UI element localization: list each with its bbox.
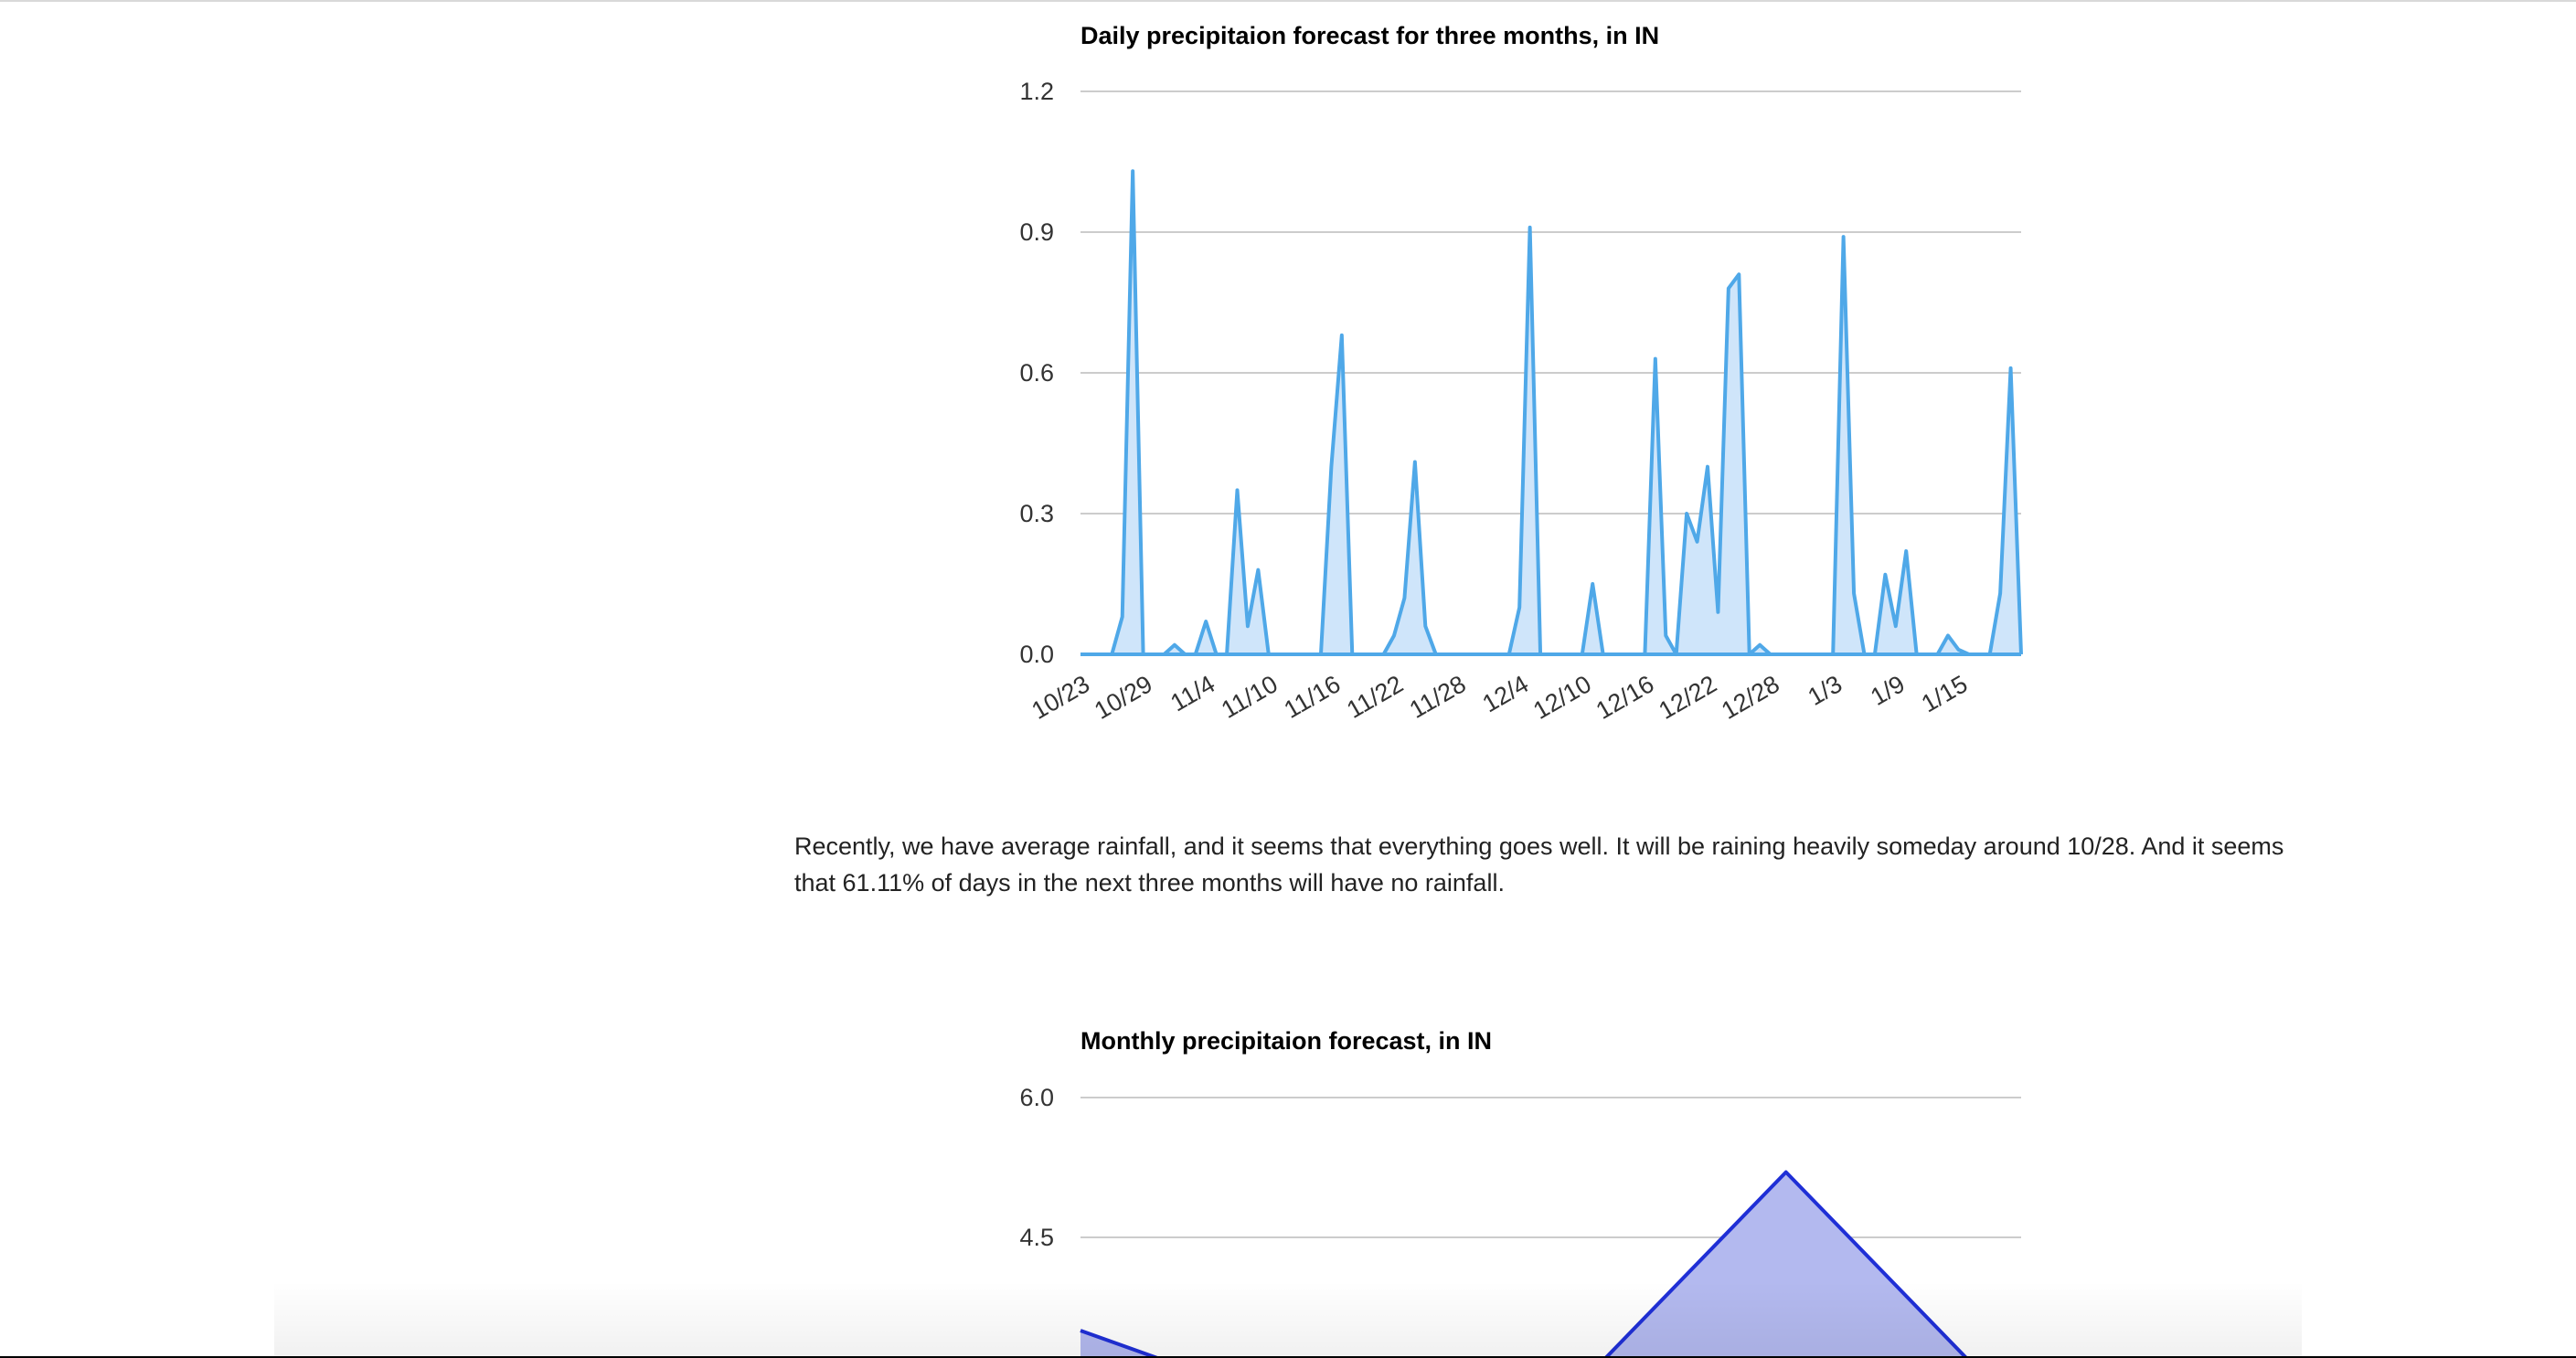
y-tick-label: 0.6 — [1019, 359, 1054, 387]
data-point — [1885, 574, 1886, 575]
series-line — [1080, 169, 2023, 656]
chart-title: Monthly precipitaion forecast, in IN — [1080, 1027, 1492, 1055]
data-point — [2010, 367, 2011, 368]
y-gridlines — [1080, 90, 2021, 655]
x-tick-label: 10/29 — [1090, 670, 1157, 725]
y-tick-label: 0.0 — [1019, 641, 1054, 668]
data-point — [1760, 644, 1761, 645]
data-point — [1529, 227, 1530, 228]
data-point — [1697, 541, 1698, 542]
y-tick-label: 1.2 — [1019, 78, 1054, 105]
chart-title: Daily precipitaion forecast for three mo… — [1080, 22, 1659, 49]
data-point — [1331, 466, 1332, 467]
data-point — [1247, 626, 1248, 627]
x-tick-label: 1/3 — [1804, 670, 1847, 711]
data-point — [1174, 644, 1175, 645]
y-tick-label: 0.3 — [1019, 500, 1054, 527]
y-axis-tick-labels: 6.0 4.5 — [1019, 1084, 1054, 1251]
bottom-shadow — [274, 1281, 2302, 1358]
x-tick-label: 10/23 — [1027, 670, 1094, 725]
data-point — [1206, 621, 1207, 622]
data-point — [1895, 626, 1896, 627]
data-point — [1843, 237, 1844, 238]
x-tick-label: 11/28 — [1405, 670, 1471, 724]
data-point — [1341, 334, 1342, 335]
data-point — [1394, 635, 1395, 636]
data-point — [1728, 288, 1729, 289]
data-point — [1592, 584, 1593, 585]
x-tick-label: 1/15 — [1917, 670, 1973, 717]
y-tick-label: 0.9 — [1019, 218, 1054, 246]
data-point — [1425, 626, 1426, 627]
x-tick-label: 11/22 — [1342, 670, 1408, 724]
x-tick-label: 12/28 — [1717, 670, 1784, 725]
y-axis-tick-labels: 1.2 0.9 0.6 0.3 0.0 — [1019, 78, 1054, 668]
series-line — [1080, 1170, 1969, 1358]
x-tick-label: 1/9 — [1866, 670, 1910, 711]
data-point — [1906, 551, 1907, 552]
series-area — [1080, 169, 2023, 656]
data-point — [1237, 490, 1238, 491]
forecast-summary-text: Recently, we have average rainfall, and … — [794, 833, 2284, 896]
y-tick-label: 6.0 — [1019, 1084, 1054, 1111]
data-point — [1718, 611, 1719, 612]
data-point — [1404, 598, 1405, 599]
series-area — [1080, 1170, 1969, 1358]
y-tick-label: 4.5 — [1019, 1224, 1054, 1251]
window-bottom-edge — [0, 1356, 2576, 1358]
data-point — [2000, 593, 2001, 594]
x-tick-label: 12/16 — [1591, 670, 1659, 725]
x-tick-label: 11/10 — [1217, 670, 1283, 724]
data-point — [1519, 607, 1520, 608]
area-fill — [1080, 171, 2021, 654]
data-point — [1958, 649, 1959, 650]
data-point — [1258, 569, 1259, 570]
daily-precipitation-chart: Daily precipitaion forecast for three mo… — [1019, 22, 2023, 725]
x-tick-label: 12/22 — [1654, 670, 1721, 725]
data-point — [1739, 274, 1740, 275]
x-tick-label: 12/10 — [1528, 670, 1596, 725]
area-fill — [1080, 1172, 1967, 1358]
x-tick-label: 11/16 — [1280, 670, 1346, 724]
data-point — [1133, 171, 1134, 172]
y-gridlines — [1080, 1097, 2021, 1238]
x-tick-label: 11/4 — [1166, 670, 1219, 716]
data-point — [1854, 593, 1855, 594]
data-point — [1122, 616, 1123, 617]
x-tick-label: 12/4 — [1478, 670, 1534, 717]
data-point — [1947, 635, 1948, 636]
